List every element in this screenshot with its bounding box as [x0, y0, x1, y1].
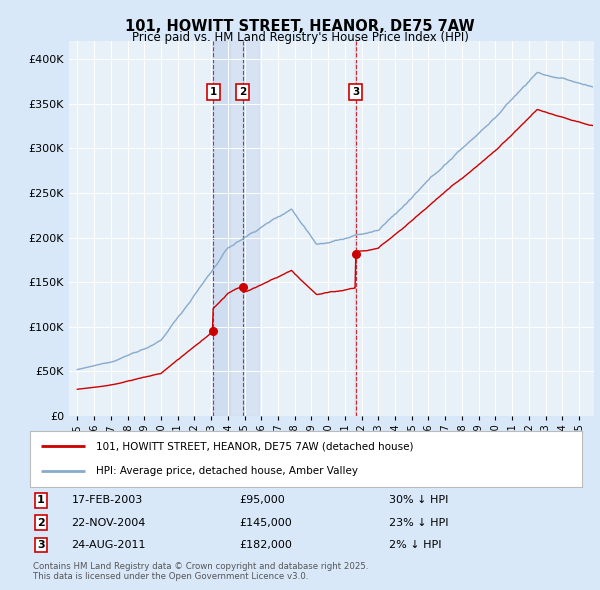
Text: £145,000: £145,000 — [240, 518, 293, 527]
Bar — [242, 41, 259, 416]
Text: 23% ↓ HPI: 23% ↓ HPI — [389, 518, 448, 527]
Text: 22-NOV-2004: 22-NOV-2004 — [71, 518, 146, 527]
Text: 1: 1 — [209, 87, 217, 97]
Text: £95,000: £95,000 — [240, 496, 286, 506]
Text: 30% ↓ HPI: 30% ↓ HPI — [389, 496, 448, 506]
Bar — [213, 41, 230, 416]
Text: Contains HM Land Registry data © Crown copyright and database right 2025.
This d: Contains HM Land Registry data © Crown c… — [33, 562, 368, 581]
Text: 101, HOWITT STREET, HEANOR, DE75 7AW (detached house): 101, HOWITT STREET, HEANOR, DE75 7AW (de… — [96, 441, 414, 451]
Text: 2% ↓ HPI: 2% ↓ HPI — [389, 540, 442, 550]
Text: HPI: Average price, detached house, Amber Valley: HPI: Average price, detached house, Ambe… — [96, 466, 358, 476]
Bar — [213, 41, 243, 416]
Text: 17-FEB-2003: 17-FEB-2003 — [71, 496, 143, 506]
Text: 24-AUG-2011: 24-AUG-2011 — [71, 540, 146, 550]
Text: 2: 2 — [239, 87, 247, 97]
Text: 3: 3 — [352, 87, 359, 97]
Text: 2: 2 — [37, 518, 45, 527]
Text: Price paid vs. HM Land Registry's House Price Index (HPI): Price paid vs. HM Land Registry's House … — [131, 31, 469, 44]
Text: £182,000: £182,000 — [240, 540, 293, 550]
Text: 1: 1 — [37, 496, 45, 506]
Text: 3: 3 — [37, 540, 45, 550]
Text: 101, HOWITT STREET, HEANOR, DE75 7AW: 101, HOWITT STREET, HEANOR, DE75 7AW — [125, 19, 475, 34]
